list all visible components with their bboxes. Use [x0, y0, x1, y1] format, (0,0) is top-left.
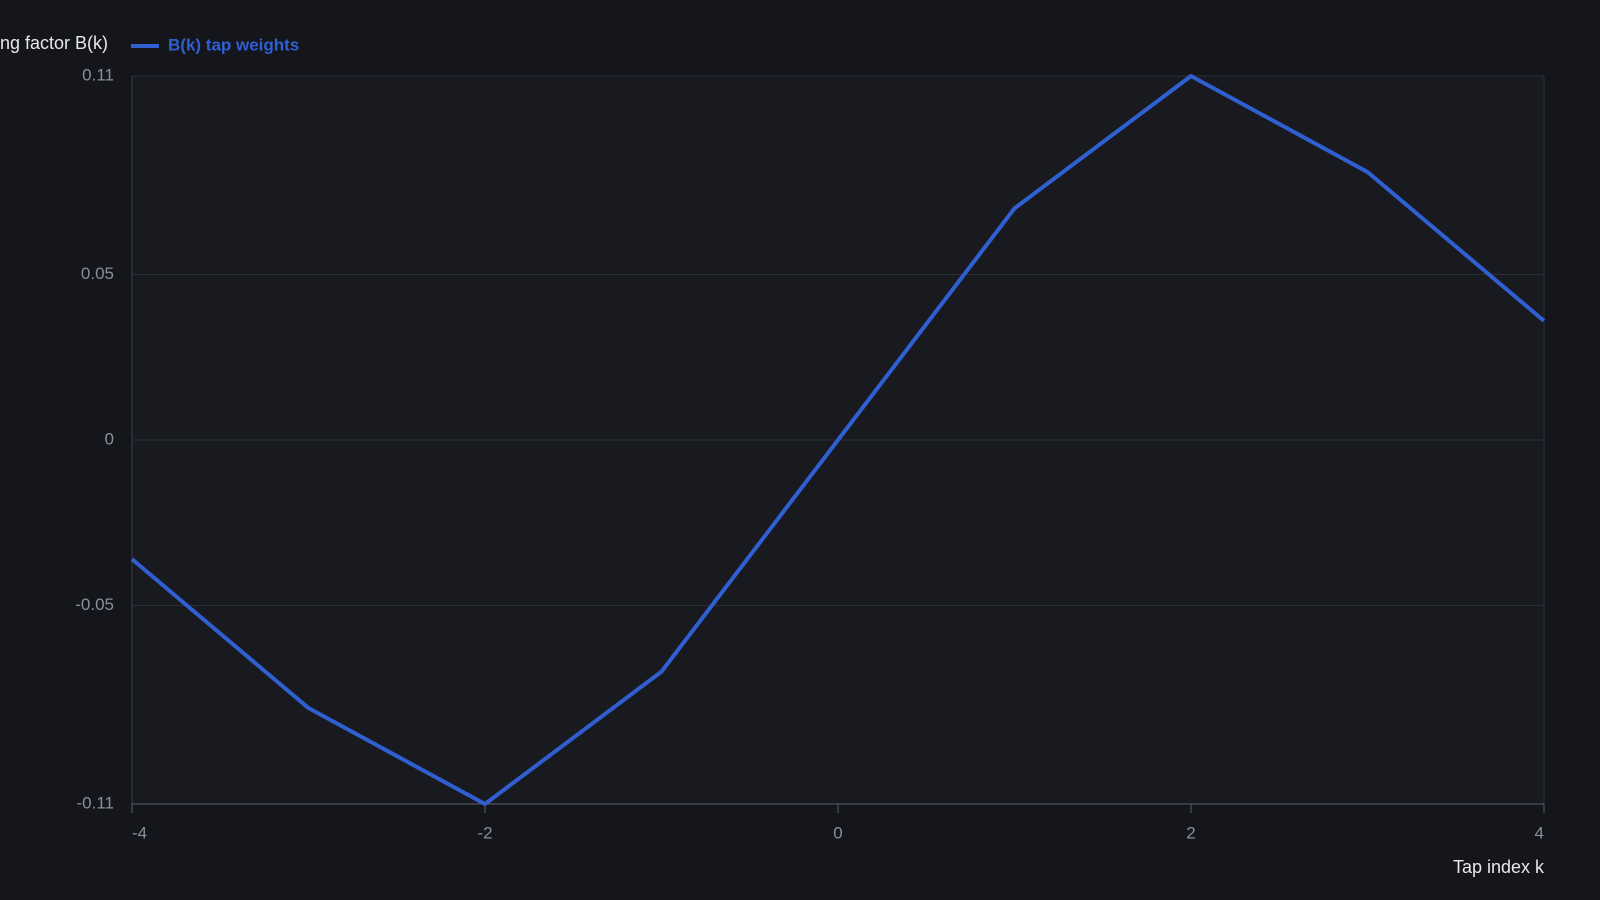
legend-label: B(k) tap weights — [168, 35, 299, 54]
data-line — [130, 74, 1546, 806]
x-tick-label: -2 — [477, 823, 492, 842]
x-tick-label: -4 — [132, 823, 147, 842]
x-tick-label: 4 — [1535, 823, 1544, 842]
x-tick-label: 0 — [833, 823, 842, 842]
x-axis-label: Tap index k — [1453, 857, 1545, 877]
y-tick-label: 0.11 — [82, 65, 114, 84]
y-tick-label: -0.05 — [75, 595, 114, 614]
y-tick-label: 0 — [105, 429, 114, 448]
y-tick-label: 0.05 — [81, 264, 114, 283]
y-axis-label: ng factor B(k) — [0, 33, 108, 53]
y-tick-label: -0.11 — [77, 793, 115, 812]
x-tick-label: 2 — [1186, 823, 1195, 842]
